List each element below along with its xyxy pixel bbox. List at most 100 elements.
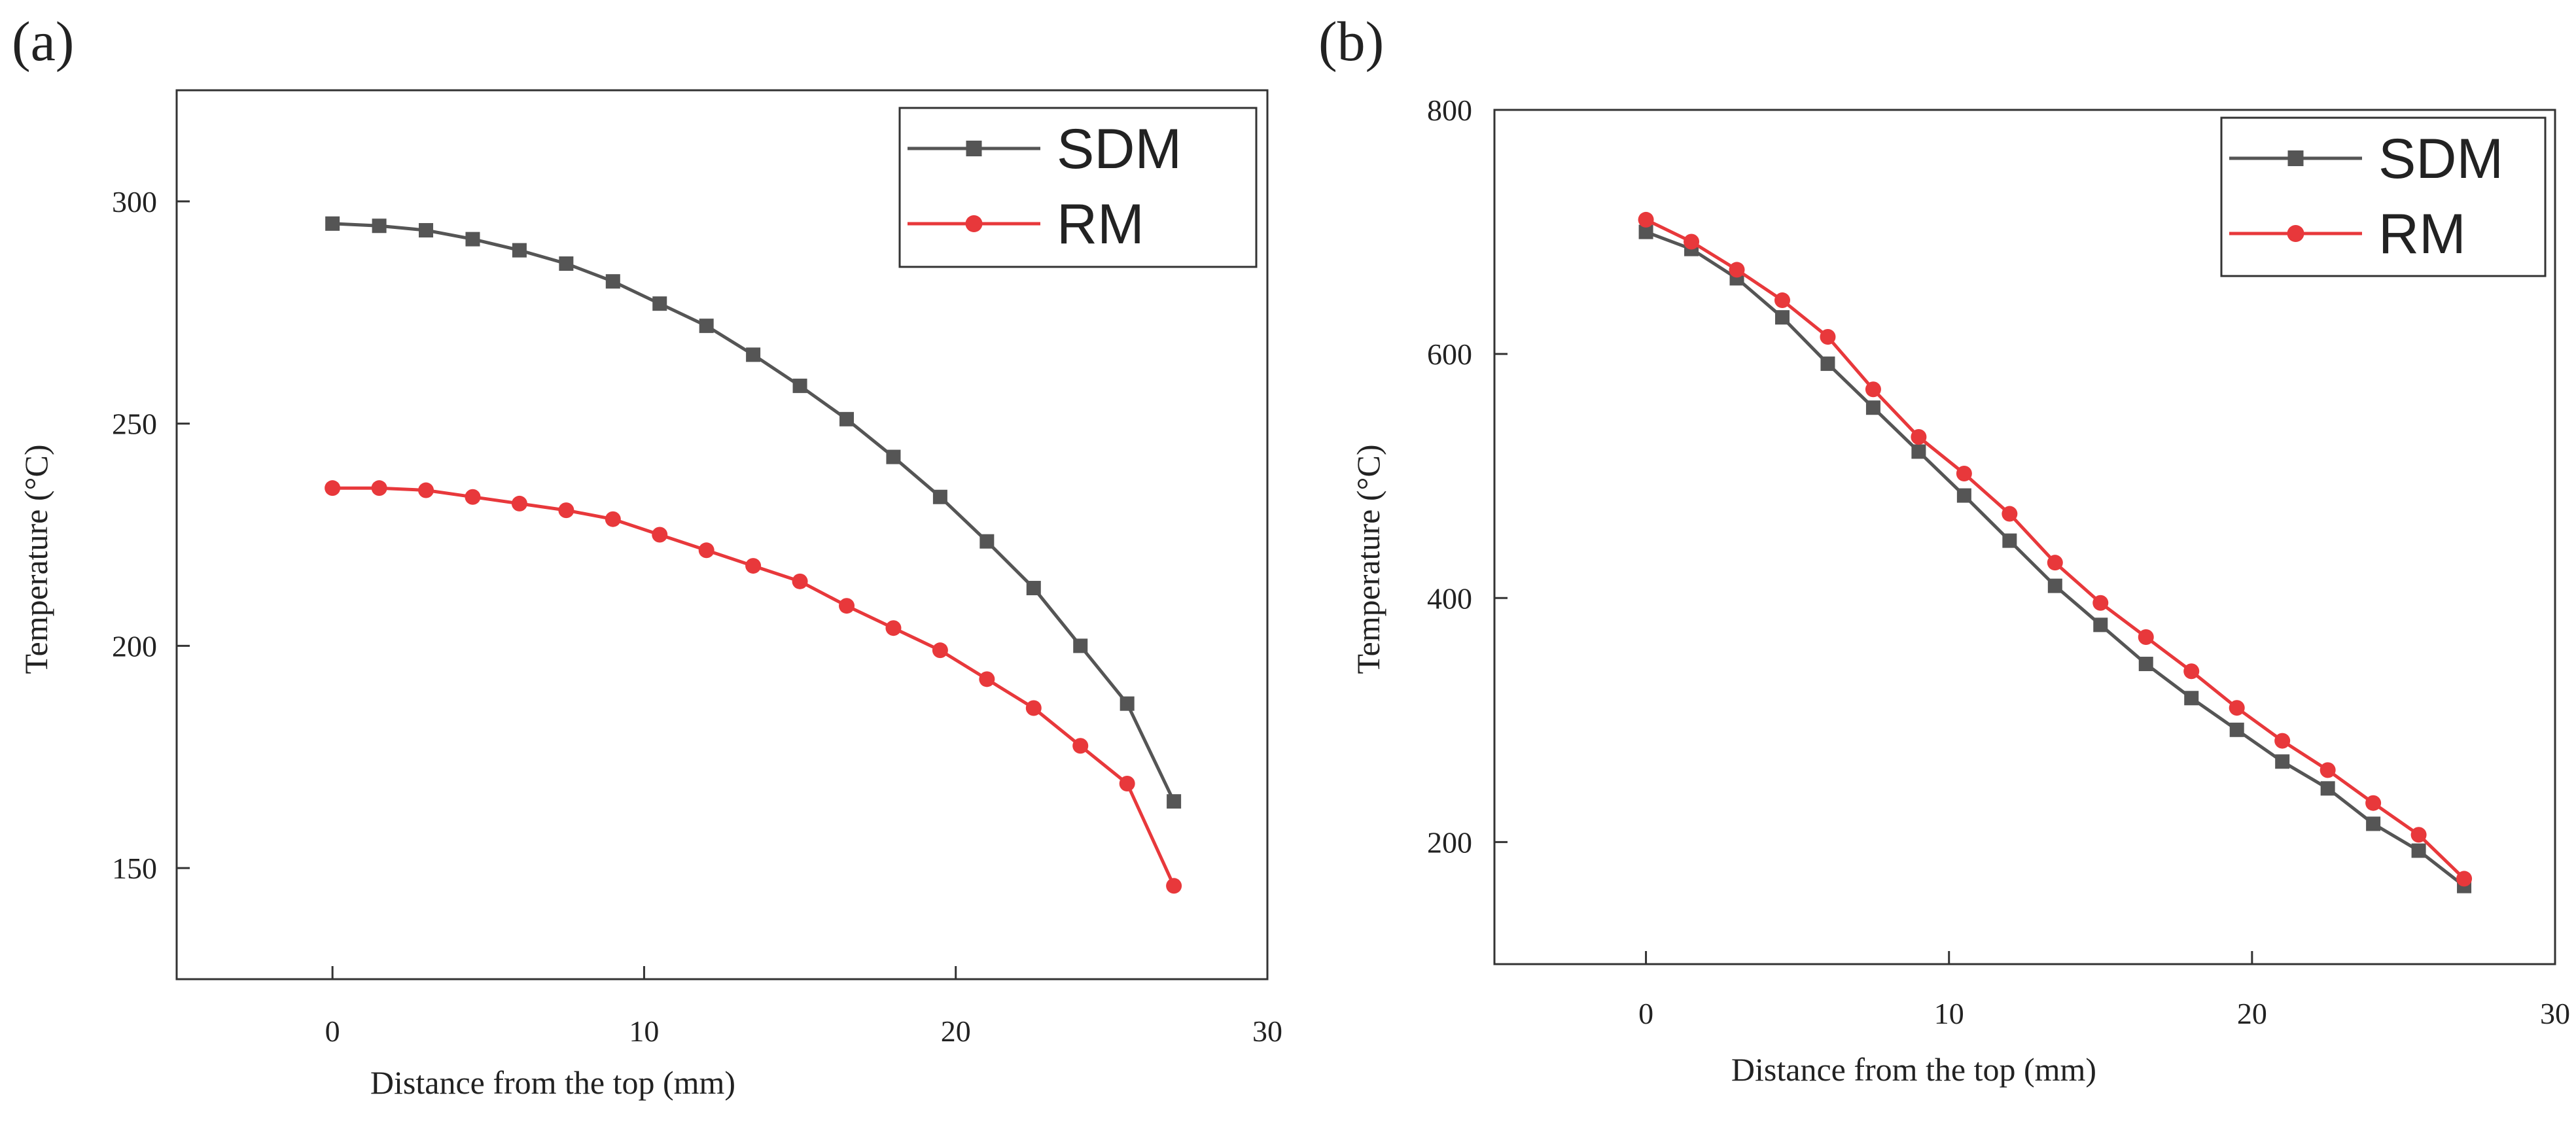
data-point-sdm — [1774, 310, 1790, 325]
legend-box — [2220, 116, 2547, 277]
data-point-rm — [1774, 292, 1790, 309]
y-tick-label: 250 — [112, 407, 157, 441]
data-point-sdm — [2411, 843, 2426, 858]
plot-frame — [175, 89, 1269, 980]
data-point-sdm — [1167, 794, 1182, 809]
legend: SDM RM — [898, 107, 1258, 268]
panel-label-a: (a) — [12, 10, 74, 73]
legend-marker-sdm — [966, 141, 982, 156]
data-point-sdm — [1820, 356, 1835, 372]
data-point-sdm — [2366, 816, 2381, 831]
data-point-rm — [1072, 738, 1089, 754]
data-point-sdm — [512, 243, 527, 258]
x-tick-label: 20 — [941, 1014, 971, 1048]
x-tick-label: 10 — [629, 1014, 659, 1048]
legend-label-sdm: SDM — [1057, 118, 1182, 181]
data-point-sdm — [419, 223, 434, 238]
data-point-rm — [1956, 465, 1972, 481]
y-tick-label: 600 — [1427, 338, 1472, 371]
legend-marker-rm — [2287, 225, 2304, 242]
y-tick-label: 400 — [1427, 581, 1472, 615]
panel-label-b: (b) — [1318, 10, 1384, 73]
y-tick-label: 800 — [1427, 94, 1472, 127]
data-point-sdm — [652, 296, 667, 311]
chart-panel-a: (a) Distance from the top (mm) Temperatu… — [12, 10, 1282, 1101]
legend-label-rm: RM — [2378, 203, 2466, 266]
data-point-rm — [418, 482, 434, 498]
data-point-sdm — [1073, 638, 1088, 653]
legend-marker-rm — [965, 215, 983, 232]
x-axis-title-a: Distance from the top (mm) — [370, 1064, 735, 1101]
data-point-rm — [465, 489, 481, 505]
data-point-sdm — [465, 232, 480, 247]
series-line-rm — [1645, 218, 2465, 880]
legend-marker-sdm — [2287, 150, 2304, 166]
data-point-rm — [839, 598, 855, 614]
data-point-rm — [1638, 211, 1654, 228]
data-point-rm — [1684, 234, 1700, 250]
data-point-rm — [698, 542, 715, 559]
data-point-rm — [511, 495, 527, 511]
data-point-sdm — [1865, 400, 1880, 415]
x-tick-label: 0 — [1638, 997, 1653, 1030]
data-point-rm — [932, 642, 948, 659]
plot-frame — [1493, 109, 2556, 965]
data-point-sdm — [1638, 224, 1653, 239]
data-point-sdm — [559, 256, 574, 271]
data-point-rm — [1025, 700, 1042, 716]
data-point-rm — [2229, 700, 2245, 716]
y-tick-label: 150 — [112, 852, 157, 885]
data-point-sdm — [1120, 696, 1135, 711]
data-point-rm — [1911, 429, 1927, 445]
data-point-sdm — [2184, 691, 2199, 706]
data-point-rm — [2274, 733, 2291, 749]
data-point-sdm — [1026, 581, 1041, 596]
data-point-sdm — [372, 218, 387, 234]
x-tick-label: 0 — [325, 1014, 340, 1048]
x-tick-label: 30 — [2540, 997, 2570, 1030]
data-point-rm — [558, 502, 574, 519]
data-point-sdm — [1911, 444, 1926, 459]
data-point-rm — [2320, 762, 2336, 778]
data-point-rm — [2183, 663, 2200, 680]
data-point-sdm — [2138, 657, 2153, 672]
data-point-sdm — [2047, 578, 2062, 593]
data-point-sdm — [2229, 722, 2244, 737]
legend: SDM RM — [2220, 116, 2547, 277]
data-point-sdm — [979, 534, 995, 549]
y-axis-title-a: Temperature (°C) — [18, 444, 54, 674]
data-point-rm — [1820, 329, 1836, 345]
x-tick-label: 20 — [2237, 997, 2267, 1030]
data-point-sdm — [605, 274, 620, 289]
data-point-rm — [652, 527, 668, 543]
data-point-sdm — [325, 216, 340, 231]
y-axis-title-b: Temperature (°C) — [1350, 444, 1386, 674]
data-point-rm — [605, 511, 621, 527]
data-point-sdm — [886, 449, 901, 464]
legend-box — [898, 107, 1258, 268]
data-point-rm — [2047, 555, 2063, 571]
data-point-sdm — [1956, 488, 1971, 503]
data-point-sdm — [2275, 754, 2290, 769]
data-point-sdm — [746, 347, 761, 362]
data-point-rm — [2138, 629, 2154, 645]
data-point-rm — [979, 671, 995, 687]
y-tick-label: 200 — [112, 629, 157, 663]
data-point-sdm — [2002, 533, 2017, 548]
data-point-sdm — [699, 319, 714, 334]
data-point-rm — [1729, 262, 1745, 278]
data-point-sdm — [2320, 781, 2335, 796]
series-line-rm — [332, 486, 1176, 887]
data-point-sdm — [2093, 617, 2108, 633]
data-point-rm — [885, 620, 902, 636]
data-point-sdm — [839, 411, 855, 426]
legend-label-sdm: SDM — [2378, 128, 2503, 190]
data-point-rm — [2092, 595, 2109, 611]
data-point-rm — [2410, 827, 2427, 843]
data-point-rm — [371, 480, 387, 496]
data-point-rm — [745, 558, 762, 574]
x-axis-title-b: Distance from the top (mm) — [1731, 1051, 2096, 1088]
y-tick-label: 200 — [1427, 825, 1472, 859]
data-point-sdm — [792, 378, 807, 393]
